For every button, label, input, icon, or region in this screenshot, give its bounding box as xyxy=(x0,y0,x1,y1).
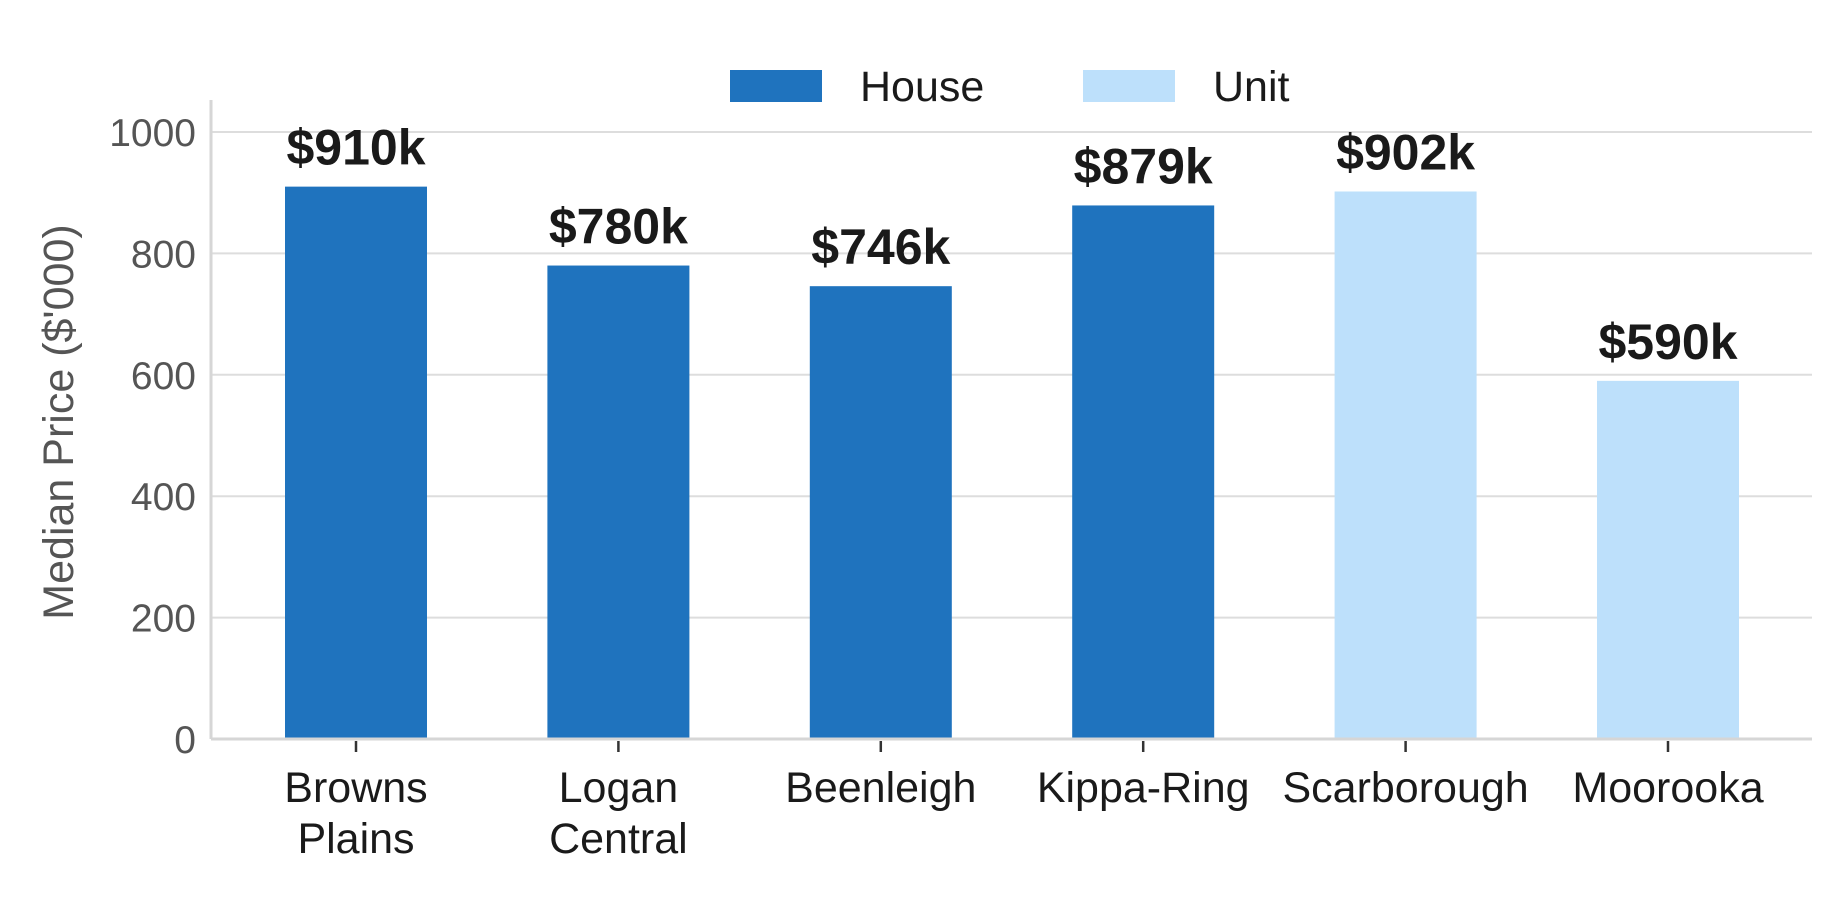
y-tick-label: 400 xyxy=(131,476,196,519)
x-tick-label: Central xyxy=(549,815,688,863)
legend: House Unit xyxy=(730,63,1290,111)
axes xyxy=(209,100,1812,741)
y-tick-label: 0 xyxy=(174,719,196,762)
x-tick-label: Beenleigh xyxy=(785,764,976,812)
legend-label: House xyxy=(860,63,984,111)
y-tick-labels: 0 200 400 600 800 1000 xyxy=(109,112,196,762)
data-label: $780k xyxy=(549,199,688,255)
bar xyxy=(285,186,427,739)
y-tick-label: 600 xyxy=(131,355,196,398)
data-label: $590k xyxy=(1598,314,1737,370)
y-axis-label: Median Price ($'000) xyxy=(35,224,83,619)
y-tick-label: 1000 xyxy=(109,112,196,155)
x-tick-label: Kippa-Ring xyxy=(1037,764,1250,812)
bar xyxy=(809,286,952,739)
gridlines xyxy=(211,131,1812,619)
x-tick-label: Browns xyxy=(284,764,427,812)
bar xyxy=(1072,205,1215,739)
y-tick-label: 200 xyxy=(131,598,196,641)
bar xyxy=(1597,380,1739,739)
legend-swatch xyxy=(1083,70,1175,102)
x-tick-label: Logan xyxy=(559,764,679,812)
x-tick-label: Plains xyxy=(297,815,414,863)
data-labels: $910k $780k $746k $879k $902k $590k xyxy=(286,120,1737,370)
bars xyxy=(285,186,1739,740)
bar xyxy=(547,265,690,739)
bar xyxy=(1334,191,1477,740)
legend-swatch xyxy=(730,70,822,102)
y-tick-label: 800 xyxy=(131,233,196,276)
x-tick-label: Moorooka xyxy=(1572,764,1763,812)
legend-label: Unit xyxy=(1213,63,1290,111)
data-label: $910k xyxy=(286,120,425,176)
data-label: $746k xyxy=(811,219,950,275)
x-tick-label: Scarborough xyxy=(1282,764,1528,812)
data-label: $902k xyxy=(1336,124,1475,180)
data-label: $879k xyxy=(1074,138,1213,194)
